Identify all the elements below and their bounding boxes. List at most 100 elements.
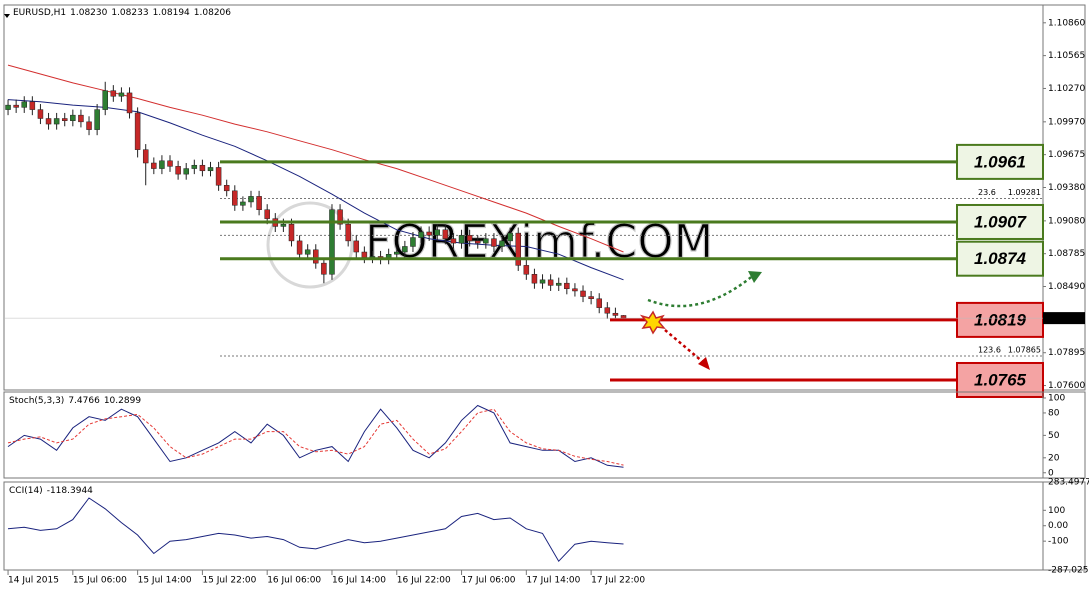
candle-body — [410, 237, 416, 247]
indicator-name: CCI(14) — [9, 486, 43, 496]
candle-body — [345, 223, 351, 242]
candle-body — [21, 101, 27, 108]
arrow-head — [698, 357, 710, 370]
level-box — [956, 301, 1044, 338]
candle-body — [523, 265, 530, 275]
candle-body — [191, 164, 198, 169]
candle-body — [450, 238, 457, 244]
candle-body — [151, 162, 157, 169]
y-tick-label: 1.09380 — [1048, 183, 1085, 193]
candle-body — [426, 231, 432, 236]
y-tick-label: 0.00 — [1048, 521, 1068, 531]
candle-body — [5, 104, 11, 110]
level-label: 1.0765 — [974, 370, 1027, 389]
y-tick-label: 80 — [1048, 408, 1060, 418]
y-tick-label: 50 — [1048, 431, 1060, 441]
level-label: 1.0907 — [974, 212, 1028, 231]
candle-body — [215, 167, 222, 186]
candle-body — [86, 121, 92, 130]
candle-body — [596, 298, 602, 308]
x-tick-label: 17 Jul 14:00 — [526, 576, 580, 586]
candle-body — [223, 185, 230, 192]
level-box — [956, 143, 1044, 180]
candle-body — [329, 209, 335, 275]
candle-body — [288, 223, 295, 242]
y-tick-label: -287.0256 — [1048, 566, 1089, 576]
level-box — [956, 361, 1044, 398]
candle-body — [61, 118, 68, 121]
x-tick-label: 16 Jul 06:00 — [267, 576, 321, 586]
indicator-name: Stoch(5,3,3) — [9, 396, 64, 406]
x-tick-label: 15 Jul 06:00 — [73, 576, 127, 586]
y-tick-label: 1.10565 — [1048, 51, 1085, 61]
candle-body — [418, 231, 424, 238]
candle-body — [337, 209, 343, 225]
y-tick-label: 0 — [1048, 468, 1054, 478]
candle-body — [102, 90, 108, 110]
candle-body — [240, 201, 246, 206]
level-label: 1.0961 — [974, 152, 1026, 171]
candle-body — [53, 118, 60, 125]
candle-body — [159, 160, 165, 169]
candle-body — [13, 104, 19, 108]
candle-body — [434, 229, 441, 236]
chart-title: EURUSD,H1 1.08230 1.08233 1.08194 1.08206 — [13, 8, 231, 18]
candle-body — [207, 167, 214, 172]
candle-body — [232, 190, 238, 206]
fib-value: 1.09281 — [1008, 188, 1041, 197]
indicator-title: CCI(14) -118.3944 — [9, 486, 93, 496]
y-tick-label: 1.07895 — [1048, 348, 1085, 358]
candle-body — [394, 251, 400, 255]
candle-body — [175, 166, 181, 175]
candle-body — [588, 296, 594, 300]
x-tick-label: 15 Jul 14:00 — [138, 576, 192, 586]
indicator-line — [7, 404, 624, 468]
candle-body — [29, 101, 36, 110]
indicator-line — [7, 408, 624, 466]
candle-body — [118, 92, 125, 97]
candle-body — [604, 307, 611, 314]
indicator-value: 10.2899 — [104, 396, 141, 406]
candle-body — [256, 196, 262, 210]
candle-body — [313, 249, 319, 264]
panel-frame — [3, 481, 1086, 571]
ohlc-value: 1.08233 — [111, 8, 148, 18]
indicator-value: -118.3944 — [47, 486, 93, 496]
candle-body — [70, 114, 76, 121]
candle-body — [547, 279, 554, 286]
indicator-line — [7, 497, 624, 563]
panel-frame — [3, 4, 1086, 391]
level-box — [956, 203, 1044, 240]
ohlc-value: 1.08194 — [153, 8, 190, 18]
candle-body — [280, 223, 287, 227]
y-tick-label: 1.10270 — [1048, 84, 1085, 94]
candle-body — [564, 282, 570, 289]
candle-body — [94, 109, 100, 130]
candle-body — [78, 114, 84, 123]
bullish-arrow — [647, 273, 756, 308]
candle-body — [296, 240, 303, 255]
candle-body — [539, 279, 546, 284]
candle-body — [491, 238, 497, 247]
x-tick-label: 15 Jul 22:00 — [202, 576, 256, 586]
candle-body — [572, 288, 578, 292]
y-tick-label: 1.09675 — [1048, 150, 1085, 160]
candle-body — [126, 92, 133, 114]
candle-body — [264, 209, 270, 219]
fib-level: 123.6 — [978, 346, 1001, 355]
x-tick-label: 17 Jul 06:00 — [462, 576, 516, 586]
breakout-star — [639, 310, 666, 335]
y-tick-label: 283.4977 — [1048, 478, 1089, 488]
indicator-value: 7.4766 — [68, 396, 100, 406]
candle-body — [199, 164, 206, 172]
candle-body — [442, 229, 449, 239]
menu-triangle — [4, 14, 10, 18]
bearish-arrow — [664, 329, 704, 363]
level-label: 1.0874 — [974, 249, 1027, 268]
y-tick-label: 100 — [1048, 506, 1065, 516]
ohlc-value: 1.08206 — [194, 8, 231, 18]
ohlc-value: 1.08230 — [70, 8, 107, 18]
panel-frame — [3, 391, 1086, 479]
